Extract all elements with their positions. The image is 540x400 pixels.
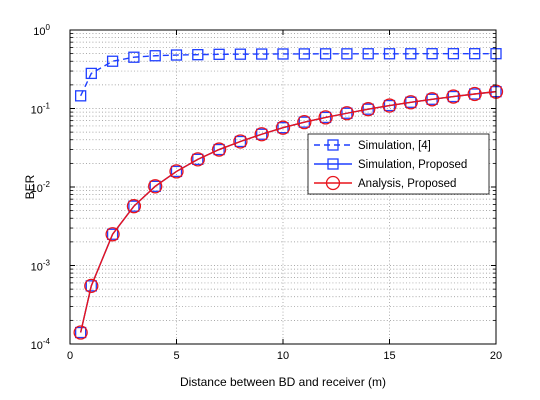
y-tick-label: 10-4 <box>31 337 51 352</box>
data-point <box>84 278 99 294</box>
data-point <box>170 49 183 61</box>
x-tick-label: 20 <box>490 350 502 362</box>
x-tick-label: 0 <box>67 350 73 362</box>
data-point <box>405 48 417 60</box>
ticks <box>69 29 497 345</box>
legend-marker <box>327 158 339 170</box>
data-point <box>190 152 205 167</box>
data-point <box>73 325 88 340</box>
x-tick-label: 15 <box>383 350 395 362</box>
data-point <box>148 179 163 194</box>
data-point <box>234 135 247 148</box>
y-tick-exponent: -1 <box>43 102 51 111</box>
data-point <box>192 49 204 61</box>
data-point <box>298 116 310 128</box>
y-tick-label: 10-1 <box>31 102 51 117</box>
data-point <box>106 228 119 240</box>
series-line <box>80 53 496 97</box>
data-point <box>277 48 289 60</box>
data-point <box>169 164 184 179</box>
x-tick-label: 5 <box>173 350 179 362</box>
data-point <box>254 127 269 142</box>
data-point <box>234 48 247 60</box>
y-tick-base: 10 <box>31 105 43 117</box>
series-Analysis, Proposed <box>73 84 504 340</box>
data-point <box>213 48 225 60</box>
data-point <box>149 180 161 192</box>
y-tick-base: 10 <box>33 26 45 38</box>
data-point <box>341 48 353 60</box>
series-Simulation, [4] <box>75 48 502 102</box>
data-point <box>424 92 440 107</box>
data-point <box>469 48 481 60</box>
y-tick-exponent: -4 <box>43 337 51 346</box>
data-point <box>75 90 87 102</box>
data-point <box>383 99 396 112</box>
data-point <box>211 142 227 157</box>
data-point <box>382 98 397 113</box>
legend: Simulation, [4] Simulation, Proposed Analy… <box>307 133 490 195</box>
legend-label: Simulation, Proposed <box>358 159 467 171</box>
data-point <box>319 111 332 124</box>
data-point <box>339 106 355 121</box>
data-point <box>126 199 142 214</box>
data-point <box>447 48 460 60</box>
y-tick-label: 10-2 <box>31 180 51 195</box>
y-axis-label: BER <box>23 174 37 199</box>
y-tick-label: 100 <box>33 23 50 38</box>
data-point <box>275 120 291 135</box>
data-point <box>298 48 310 60</box>
data-point <box>192 153 204 166</box>
data-point <box>319 48 332 60</box>
y-tick-exponent: -2 <box>43 180 51 189</box>
legend-label: Simulation, [4] <box>358 140 431 152</box>
data-point <box>446 89 461 104</box>
data-point <box>361 102 376 117</box>
data-point <box>75 326 87 339</box>
data-point <box>467 86 482 102</box>
legend-label: Analysis, Proposed <box>358 178 456 190</box>
data-point <box>170 165 183 178</box>
data-point <box>362 103 374 115</box>
data-point <box>213 143 225 156</box>
data-point <box>341 107 353 119</box>
legend-marker <box>325 175 341 191</box>
y-tick-base: 10 <box>31 262 43 274</box>
data-point <box>297 115 312 130</box>
data-point <box>149 50 161 62</box>
data-point <box>85 280 97 292</box>
data-point <box>128 200 140 212</box>
grid <box>70 30 496 344</box>
y-tick-base: 10 <box>31 340 43 352</box>
y-tick-exponent: -3 <box>43 259 51 268</box>
data-point <box>362 48 374 60</box>
y-tick-label: 10-3 <box>31 259 51 274</box>
data-point <box>426 48 438 60</box>
data-point <box>85 67 97 80</box>
data-point <box>318 110 333 125</box>
series-layer <box>73 48 504 340</box>
series-line <box>79 90 497 333</box>
x-tick-label: 10 <box>277 350 289 362</box>
data-point <box>383 48 396 60</box>
data-point <box>277 122 289 134</box>
data-point <box>233 134 248 149</box>
data-point <box>106 55 119 67</box>
data-point <box>403 95 418 110</box>
data-point <box>105 227 120 242</box>
data-point <box>128 51 140 63</box>
y-tick-base: 10 <box>31 183 43 195</box>
data-point <box>256 128 268 140</box>
data-point <box>256 48 268 60</box>
x-axis-label: Distance between BD and receiver (m) <box>180 375 386 389</box>
y-tick-exponent: 0 <box>46 23 51 32</box>
legend-marker <box>327 139 339 151</box>
